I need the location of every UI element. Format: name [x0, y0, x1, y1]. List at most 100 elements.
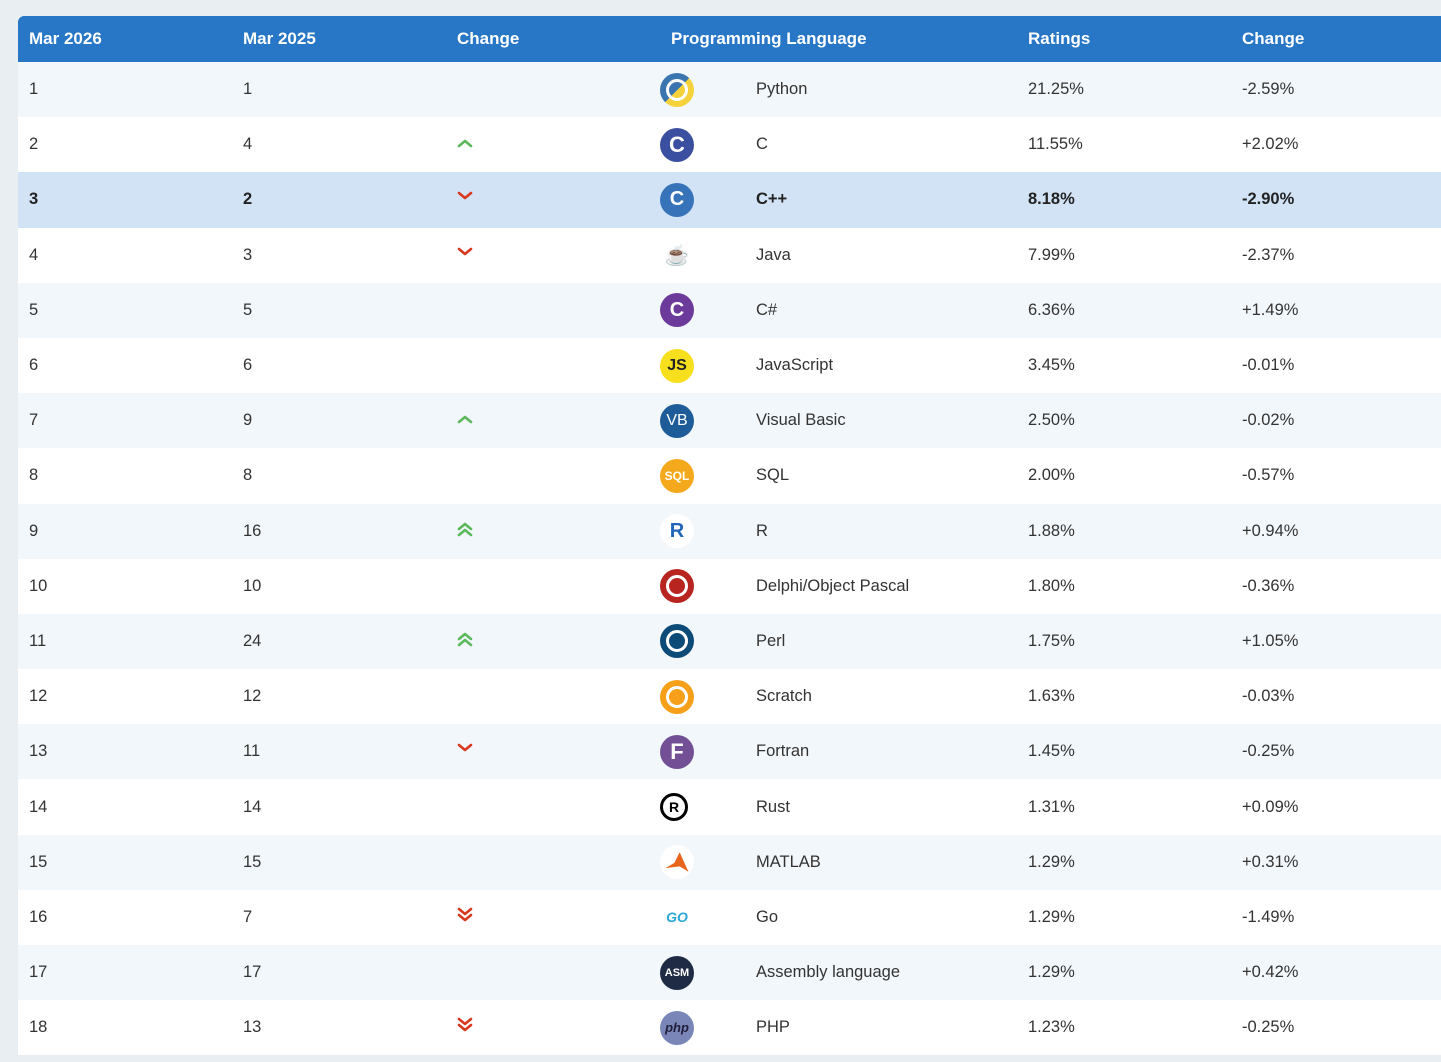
- double-arrow-down-icon: [457, 1017, 473, 1032]
- rating-value: 2.00%: [1017, 448, 1231, 504]
- language-name: Visual Basic: [745, 393, 1017, 449]
- header-ratings[interactable]: Ratings: [1017, 16, 1231, 62]
- logo-text: R: [668, 799, 680, 816]
- header-mar-2026[interactable]: Mar 2026: [18, 16, 232, 62]
- trend-cell: [446, 282, 660, 338]
- language-logo-cell: GO: [660, 889, 745, 945]
- language-logo-cell: SQL: [660, 448, 745, 504]
- table-row[interactable]: 5 5 C C# 6.36% +1.49%: [18, 282, 1441, 338]
- table-row[interactable]: 8 8 SQL SQL 2.00% -0.57%: [18, 448, 1441, 504]
- rank-previous: 14: [232, 779, 446, 835]
- language-logo-cell: [660, 613, 745, 670]
- rank-current: 17: [18, 945, 232, 1001]
- language-name: C++: [745, 172, 1017, 228]
- rating-value: 1.29%: [1017, 945, 1231, 1001]
- rating-change: -0.57%: [1231, 448, 1441, 504]
- rating-change: -0.25%: [1231, 724, 1441, 780]
- rating-change: -0.36%: [1231, 558, 1441, 614]
- rating-change: -0.01%: [1231, 337, 1441, 394]
- logo-text: R: [669, 519, 685, 542]
- csharp-logo-icon: C: [660, 293, 694, 328]
- trend-cell: [446, 889, 660, 945]
- rating-change: -2.37%: [1231, 227, 1441, 283]
- rating-change: +1.05%: [1231, 613, 1441, 670]
- rating-change: +0.31%: [1231, 834, 1441, 890]
- arrow-down-icon: [457, 247, 473, 255]
- table-row[interactable]: 2 4 C C 11.55% +2.02%: [18, 117, 1441, 173]
- table-row[interactable]: 6 6 JS JavaScript 3.45% -0.01%: [18, 337, 1441, 394]
- scratch-logo-icon: [660, 679, 694, 714]
- rank-current: 6: [18, 337, 232, 394]
- logo-text: php: [665, 1020, 689, 1036]
- language-logo-cell: C: [660, 172, 745, 228]
- language-logo-cell: [660, 669, 745, 725]
- table-row[interactable]: 1 1 Python 21.25% -2.59%: [18, 62, 1441, 118]
- rank-previous: 8: [232, 448, 446, 504]
- language-name: C: [745, 117, 1017, 173]
- rating-value: 1.23%: [1017, 1000, 1231, 1056]
- language-logo-cell: VB: [660, 393, 745, 449]
- arrow-up-icon: [457, 415, 473, 424]
- cpp-logo-icon: C: [660, 182, 694, 217]
- logo-text: SQL: [664, 468, 690, 483]
- language-name: Rust: [745, 779, 1017, 835]
- rank-previous: 7: [232, 889, 446, 945]
- c-logo-icon: C: [660, 127, 694, 162]
- rank-current: 18: [18, 1000, 232, 1056]
- double-arrow-up-icon: [457, 632, 473, 647]
- rating-value: 1.31%: [1017, 779, 1231, 835]
- double-arrow-up-icon: [457, 522, 473, 536]
- rank-previous: 11: [232, 724, 446, 780]
- table-row[interactable]: 17 17 ASM Assembly language 1.29% +0.42%: [18, 945, 1441, 1001]
- table-row[interactable]: 10 10 Delphi/Object Pascal 1.80% -0.36%: [18, 558, 1441, 614]
- language-logo-cell: F: [660, 724, 745, 780]
- rating-change: -2.90%: [1231, 172, 1441, 228]
- header-ratings-change[interactable]: Change: [1231, 16, 1441, 62]
- rank-current: 8: [18, 448, 232, 504]
- header-change[interactable]: Change: [446, 16, 660, 62]
- table-row[interactable]: 12 12 Scratch 1.63% -0.03%: [18, 669, 1441, 725]
- table-row[interactable]: 15 15 MATLAB 1.29% +0.31%: [18, 834, 1441, 890]
- language-logo-cell: ☕: [660, 227, 745, 283]
- rating-value: 3.45%: [1017, 337, 1231, 394]
- table-row[interactable]: 11 24 Perl 1.75% +1.05%: [18, 613, 1441, 670]
- rank-previous: 6: [232, 337, 446, 394]
- language-name: Go: [745, 889, 1017, 945]
- table-row[interactable]: 13 11 F Fortran 1.45% -0.25%: [18, 724, 1441, 780]
- rating-value: 7.99%: [1017, 227, 1231, 283]
- trend-cell: [446, 669, 660, 725]
- table-row[interactable]: 14 14 R Rust 1.31% +0.09%: [18, 779, 1441, 835]
- javascript-logo-icon: JS: [660, 348, 694, 383]
- table-row[interactable]: 3 2 C C++ 8.18% -2.90%: [18, 172, 1441, 228]
- rank-current: 3: [18, 172, 232, 228]
- rating-change: -0.03%: [1231, 669, 1441, 725]
- arrow-down-icon: [457, 744, 473, 752]
- table-row[interactable]: 18 13 php PHP 1.23% -0.25%: [18, 1000, 1441, 1056]
- rank-previous: 9: [232, 393, 446, 449]
- rank-current: 14: [18, 779, 232, 835]
- rating-value: 2.50%: [1017, 393, 1231, 449]
- rank-current: 15: [18, 834, 232, 890]
- arrow-up-icon: [457, 139, 473, 148]
- table-row[interactable]: 9 16 R R 1.88% +0.94%: [18, 503, 1441, 559]
- rank-current: 11: [18, 613, 232, 670]
- rating-change: +0.94%: [1231, 503, 1441, 559]
- php-logo-icon: php: [660, 1010, 694, 1045]
- perl-logo-icon: [660, 624, 694, 659]
- trend-cell: [446, 227, 660, 283]
- trend-cell: [446, 558, 660, 614]
- language-name: JavaScript: [745, 337, 1017, 394]
- visual-basic-logo-icon: VB: [660, 403, 694, 438]
- rust-logo-icon: R: [660, 793, 688, 822]
- table-row[interactable]: 16 7 GO Go 1.29% -1.49%: [18, 889, 1441, 945]
- rank-previous: 5: [232, 282, 446, 338]
- language-name: Fortran: [745, 724, 1017, 780]
- table-row[interactable]: 4 3 ☕ Java 7.99% -2.37%: [18, 227, 1441, 283]
- rank-current: 10: [18, 558, 232, 614]
- arrow-down-icon: [457, 192, 473, 200]
- header-mar-2025[interactable]: Mar 2025: [232, 16, 446, 62]
- assembly-logo-icon: ASM: [660, 955, 694, 990]
- rank-previous: 4: [232, 117, 446, 173]
- table-row[interactable]: 7 9 VB Visual Basic 2.50% -0.02%: [18, 393, 1441, 449]
- header-programming-language[interactable]: Programming Language: [660, 16, 1017, 62]
